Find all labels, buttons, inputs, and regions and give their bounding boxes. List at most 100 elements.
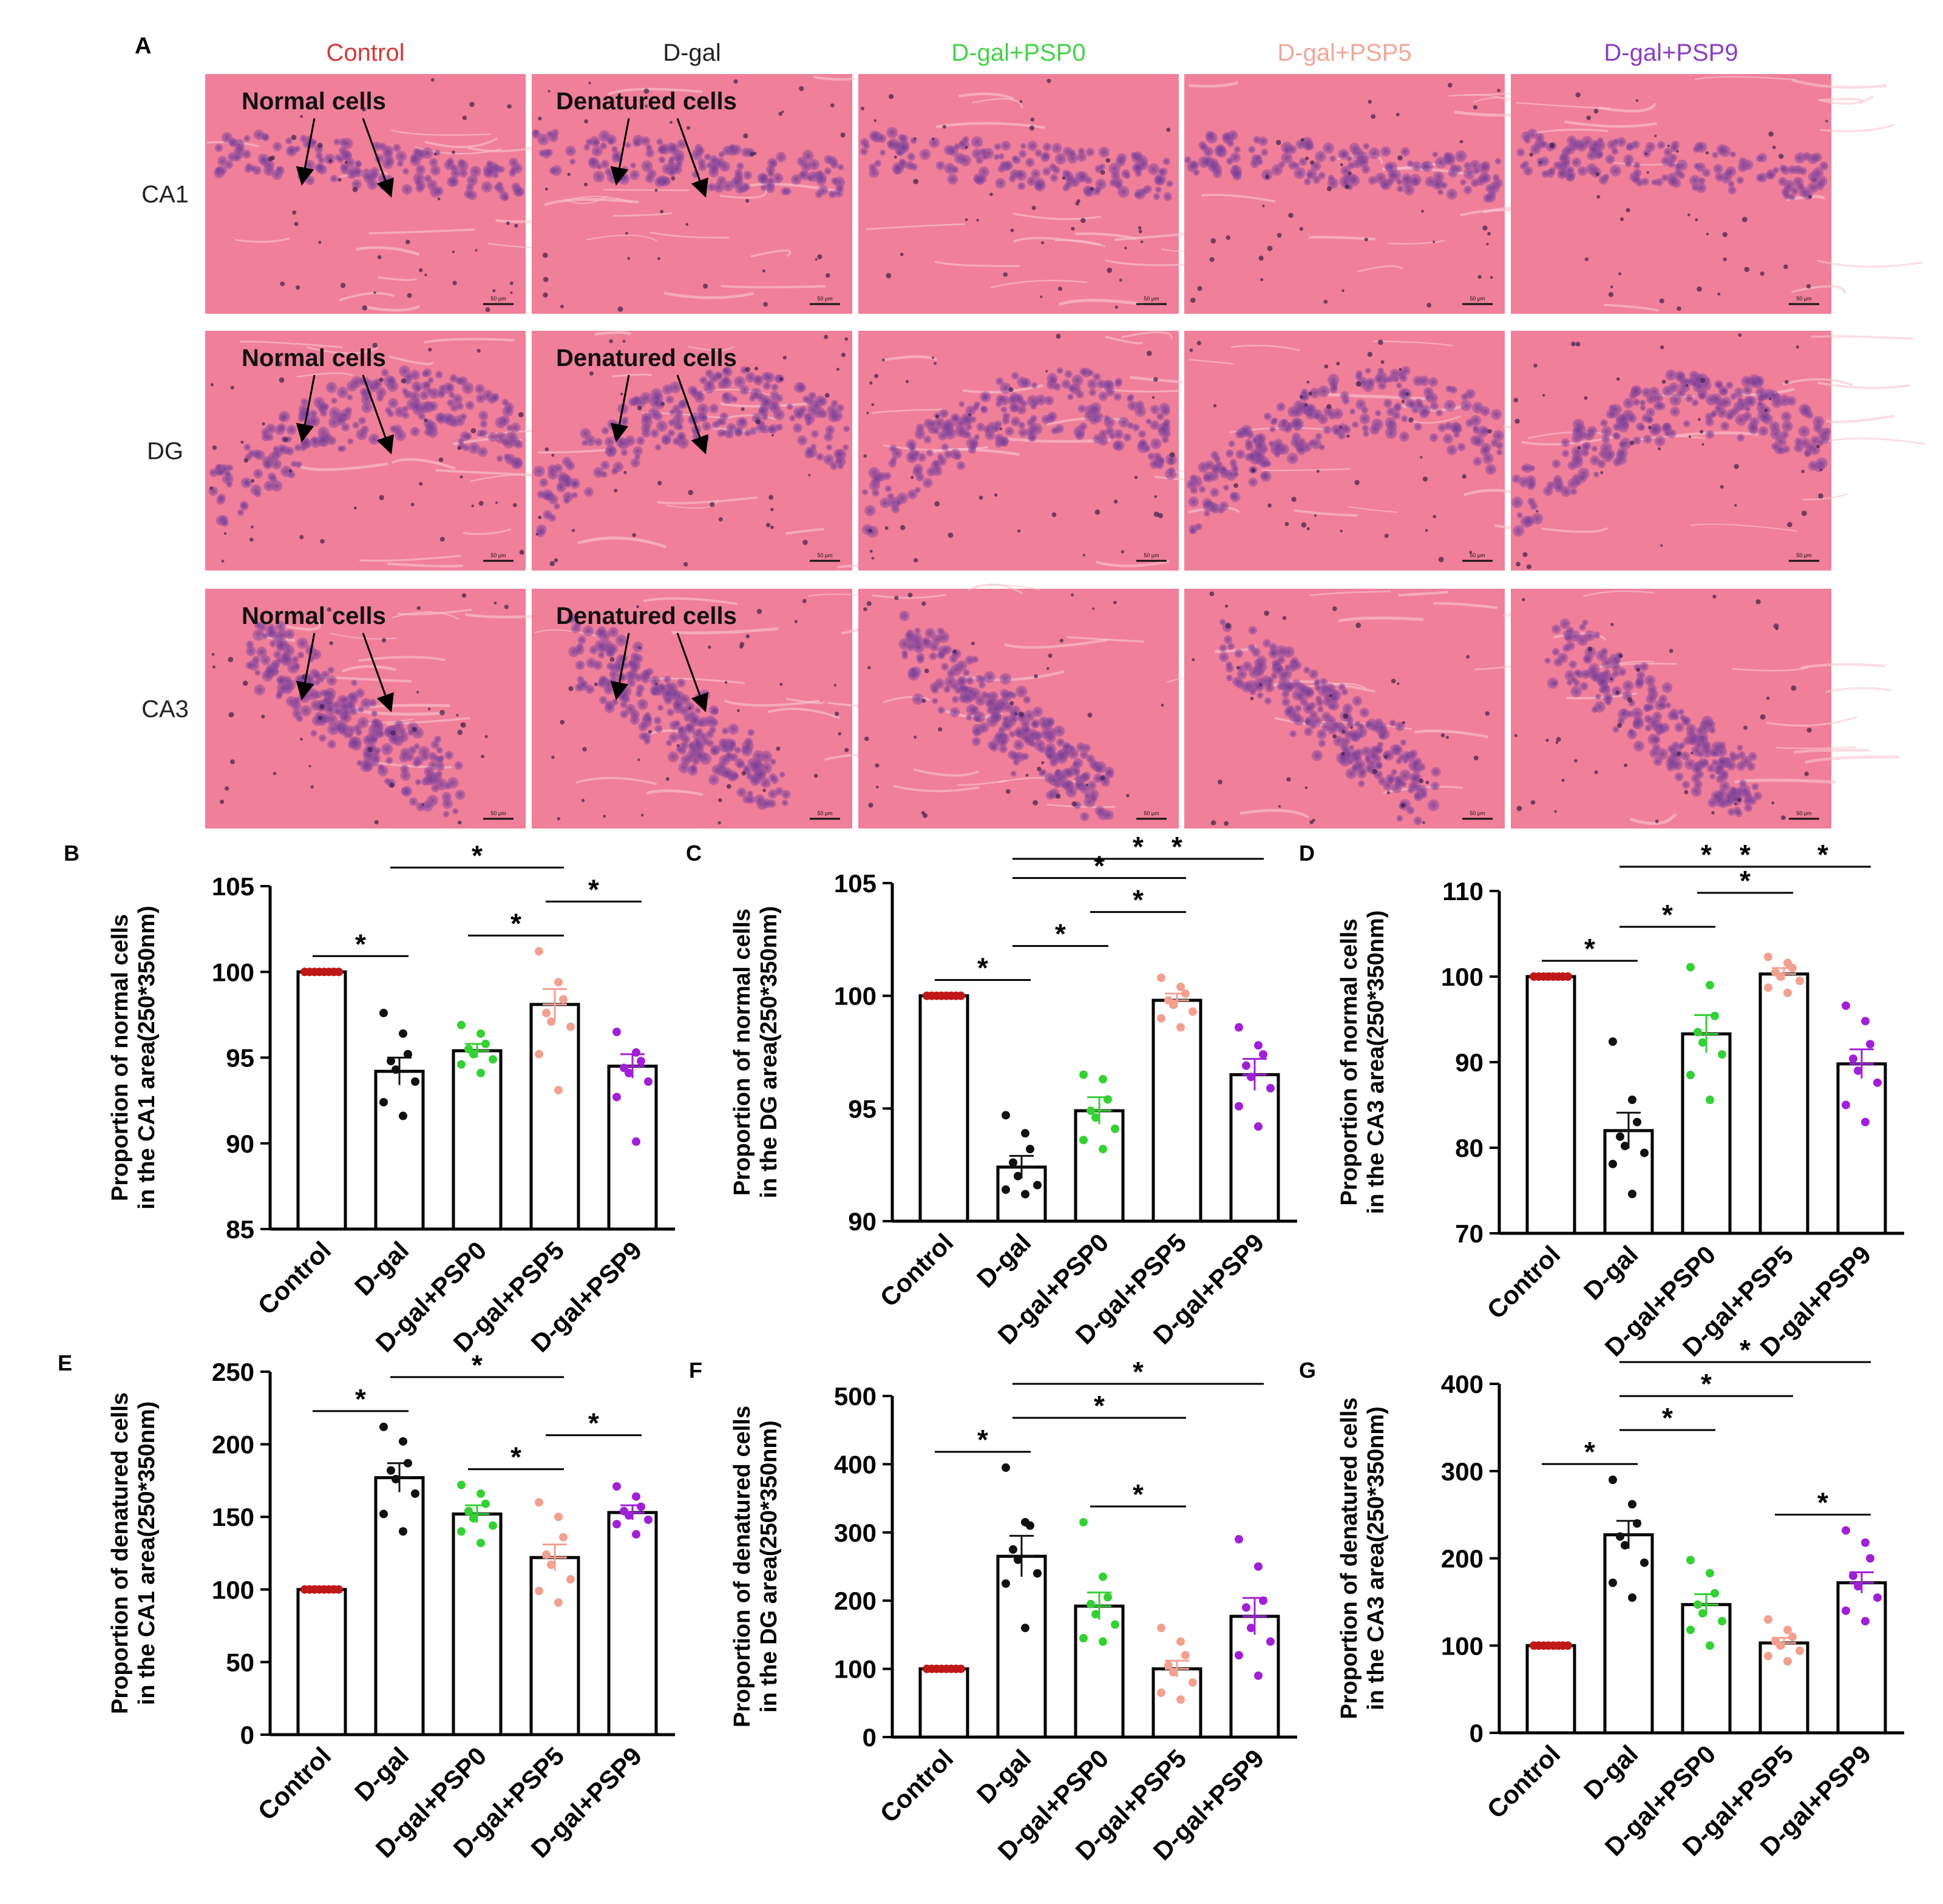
data-point [632, 1137, 640, 1146]
data-point [1189, 1007, 1197, 1016]
bar [452, 1512, 503, 1736]
data-point [957, 1664, 965, 1673]
data-point [1169, 1668, 1178, 1677]
panel-letter: B [64, 841, 80, 866]
y-tick-label: 100 [212, 1576, 254, 1604]
normal-cells-label: Normal cells [242, 603, 386, 629]
scale-bar-label: 50 μm [1470, 810, 1485, 816]
significance-star: * [1584, 1436, 1595, 1468]
y-tick-label: 100 [1441, 1631, 1484, 1660]
data-point [1189, 1678, 1197, 1687]
bar [1603, 1129, 1654, 1235]
data-point [612, 1028, 621, 1037]
data-point [1079, 1634, 1088, 1643]
data-point [542, 1550, 551, 1559]
data-point [612, 1520, 621, 1529]
bar [529, 1003, 580, 1231]
data-point [379, 1509, 388, 1519]
data-point [1259, 1050, 1267, 1059]
data-point [1866, 1554, 1874, 1563]
data-point [1686, 1625, 1695, 1635]
data-point [1706, 981, 1714, 990]
data-point [554, 1513, 563, 1522]
panel-letter: C [686, 841, 702, 866]
data-point [1849, 1054, 1857, 1063]
y-tick-label: 200 [834, 1587, 877, 1615]
annotation-arrow [296, 632, 316, 700]
data-point [1266, 1637, 1275, 1646]
data-point [1842, 1001, 1850, 1010]
data-point [1235, 1102, 1243, 1111]
data-point [1091, 1113, 1100, 1122]
data-point [411, 1489, 419, 1498]
group-header: D-gal+PSP9 [1604, 39, 1738, 66]
data-point [1002, 1463, 1010, 1472]
data-point [1764, 952, 1772, 961]
group-header: Control [327, 39, 405, 66]
y-tick-label: 95 [848, 1094, 877, 1123]
region-row-label: CA1 [141, 181, 189, 208]
y-tick-label: 100 [1441, 963, 1484, 991]
data-point [1861, 1617, 1870, 1625]
significance-star: * [1740, 839, 1751, 870]
data-point [554, 1598, 563, 1607]
data-point [1009, 1158, 1017, 1167]
data-point [379, 1097, 388, 1106]
y-tick-label: 150 [212, 1503, 254, 1531]
significance-star: * [1094, 850, 1105, 882]
y-tick-label: 90 [226, 1130, 254, 1158]
significance-star: * [1740, 865, 1751, 896]
data-point [1564, 1641, 1572, 1650]
x-tick-label: Control [1482, 1240, 1566, 1324]
scale-bar-label: 50 μm [490, 810, 506, 816]
data-point [1795, 1646, 1804, 1655]
significance-star: * [1094, 1390, 1105, 1421]
data-point [1628, 1096, 1636, 1105]
data-point [637, 1057, 645, 1066]
data-point [1609, 1037, 1617, 1046]
significance-star: * [472, 839, 483, 871]
data-point [644, 1077, 653, 1086]
data-point [404, 1049, 412, 1059]
significance-star: * [977, 952, 988, 984]
y-tick-label: 105 [834, 869, 877, 898]
data-point [1849, 1571, 1857, 1580]
region-row-labels: CA1 DG CA3 [141, 181, 189, 723]
x-tick-label: Control [875, 1228, 959, 1312]
bar [1525, 975, 1576, 1235]
annotation-arrow [362, 118, 394, 198]
data-point [1861, 1017, 1870, 1026]
data-point [1099, 1637, 1107, 1646]
data-point [457, 1527, 466, 1536]
data-point [1686, 1071, 1695, 1080]
data-point [1091, 1610, 1100, 1619]
data-point [1014, 1171, 1022, 1181]
data-point [1609, 1475, 1617, 1485]
y-tick-label: 0 [1470, 1719, 1484, 1747]
significance-star: * [1817, 1487, 1828, 1519]
data-point [481, 1039, 490, 1048]
data-point [1706, 1568, 1714, 1577]
y-tick-label: 0 [240, 1721, 254, 1749]
data-point [1706, 1641, 1714, 1650]
data-point [547, 1017, 555, 1026]
data-point [1783, 988, 1792, 997]
micrograph-tile: 50 μm Denatured cells [532, 74, 855, 314]
data-point [1235, 1023, 1243, 1032]
panel-letter: E [58, 1350, 72, 1375]
data-point [957, 991, 965, 1000]
x-tick-label: D-gal [971, 1744, 1036, 1809]
data-point [469, 1049, 478, 1059]
data-point [612, 1093, 621, 1102]
annotation-arrow [296, 374, 316, 442]
data-point [1021, 1129, 1029, 1138]
data-point [1633, 1519, 1641, 1528]
x-tick-label: D-gal [1578, 1740, 1643, 1804]
data-point [1033, 1569, 1042, 1578]
data-point [1711, 1589, 1719, 1597]
significance-star: * [510, 1442, 521, 1473]
data-point [1021, 1624, 1029, 1633]
significance-star: * [1133, 1479, 1144, 1510]
data-point [1788, 1632, 1797, 1641]
data-point [476, 1068, 485, 1077]
